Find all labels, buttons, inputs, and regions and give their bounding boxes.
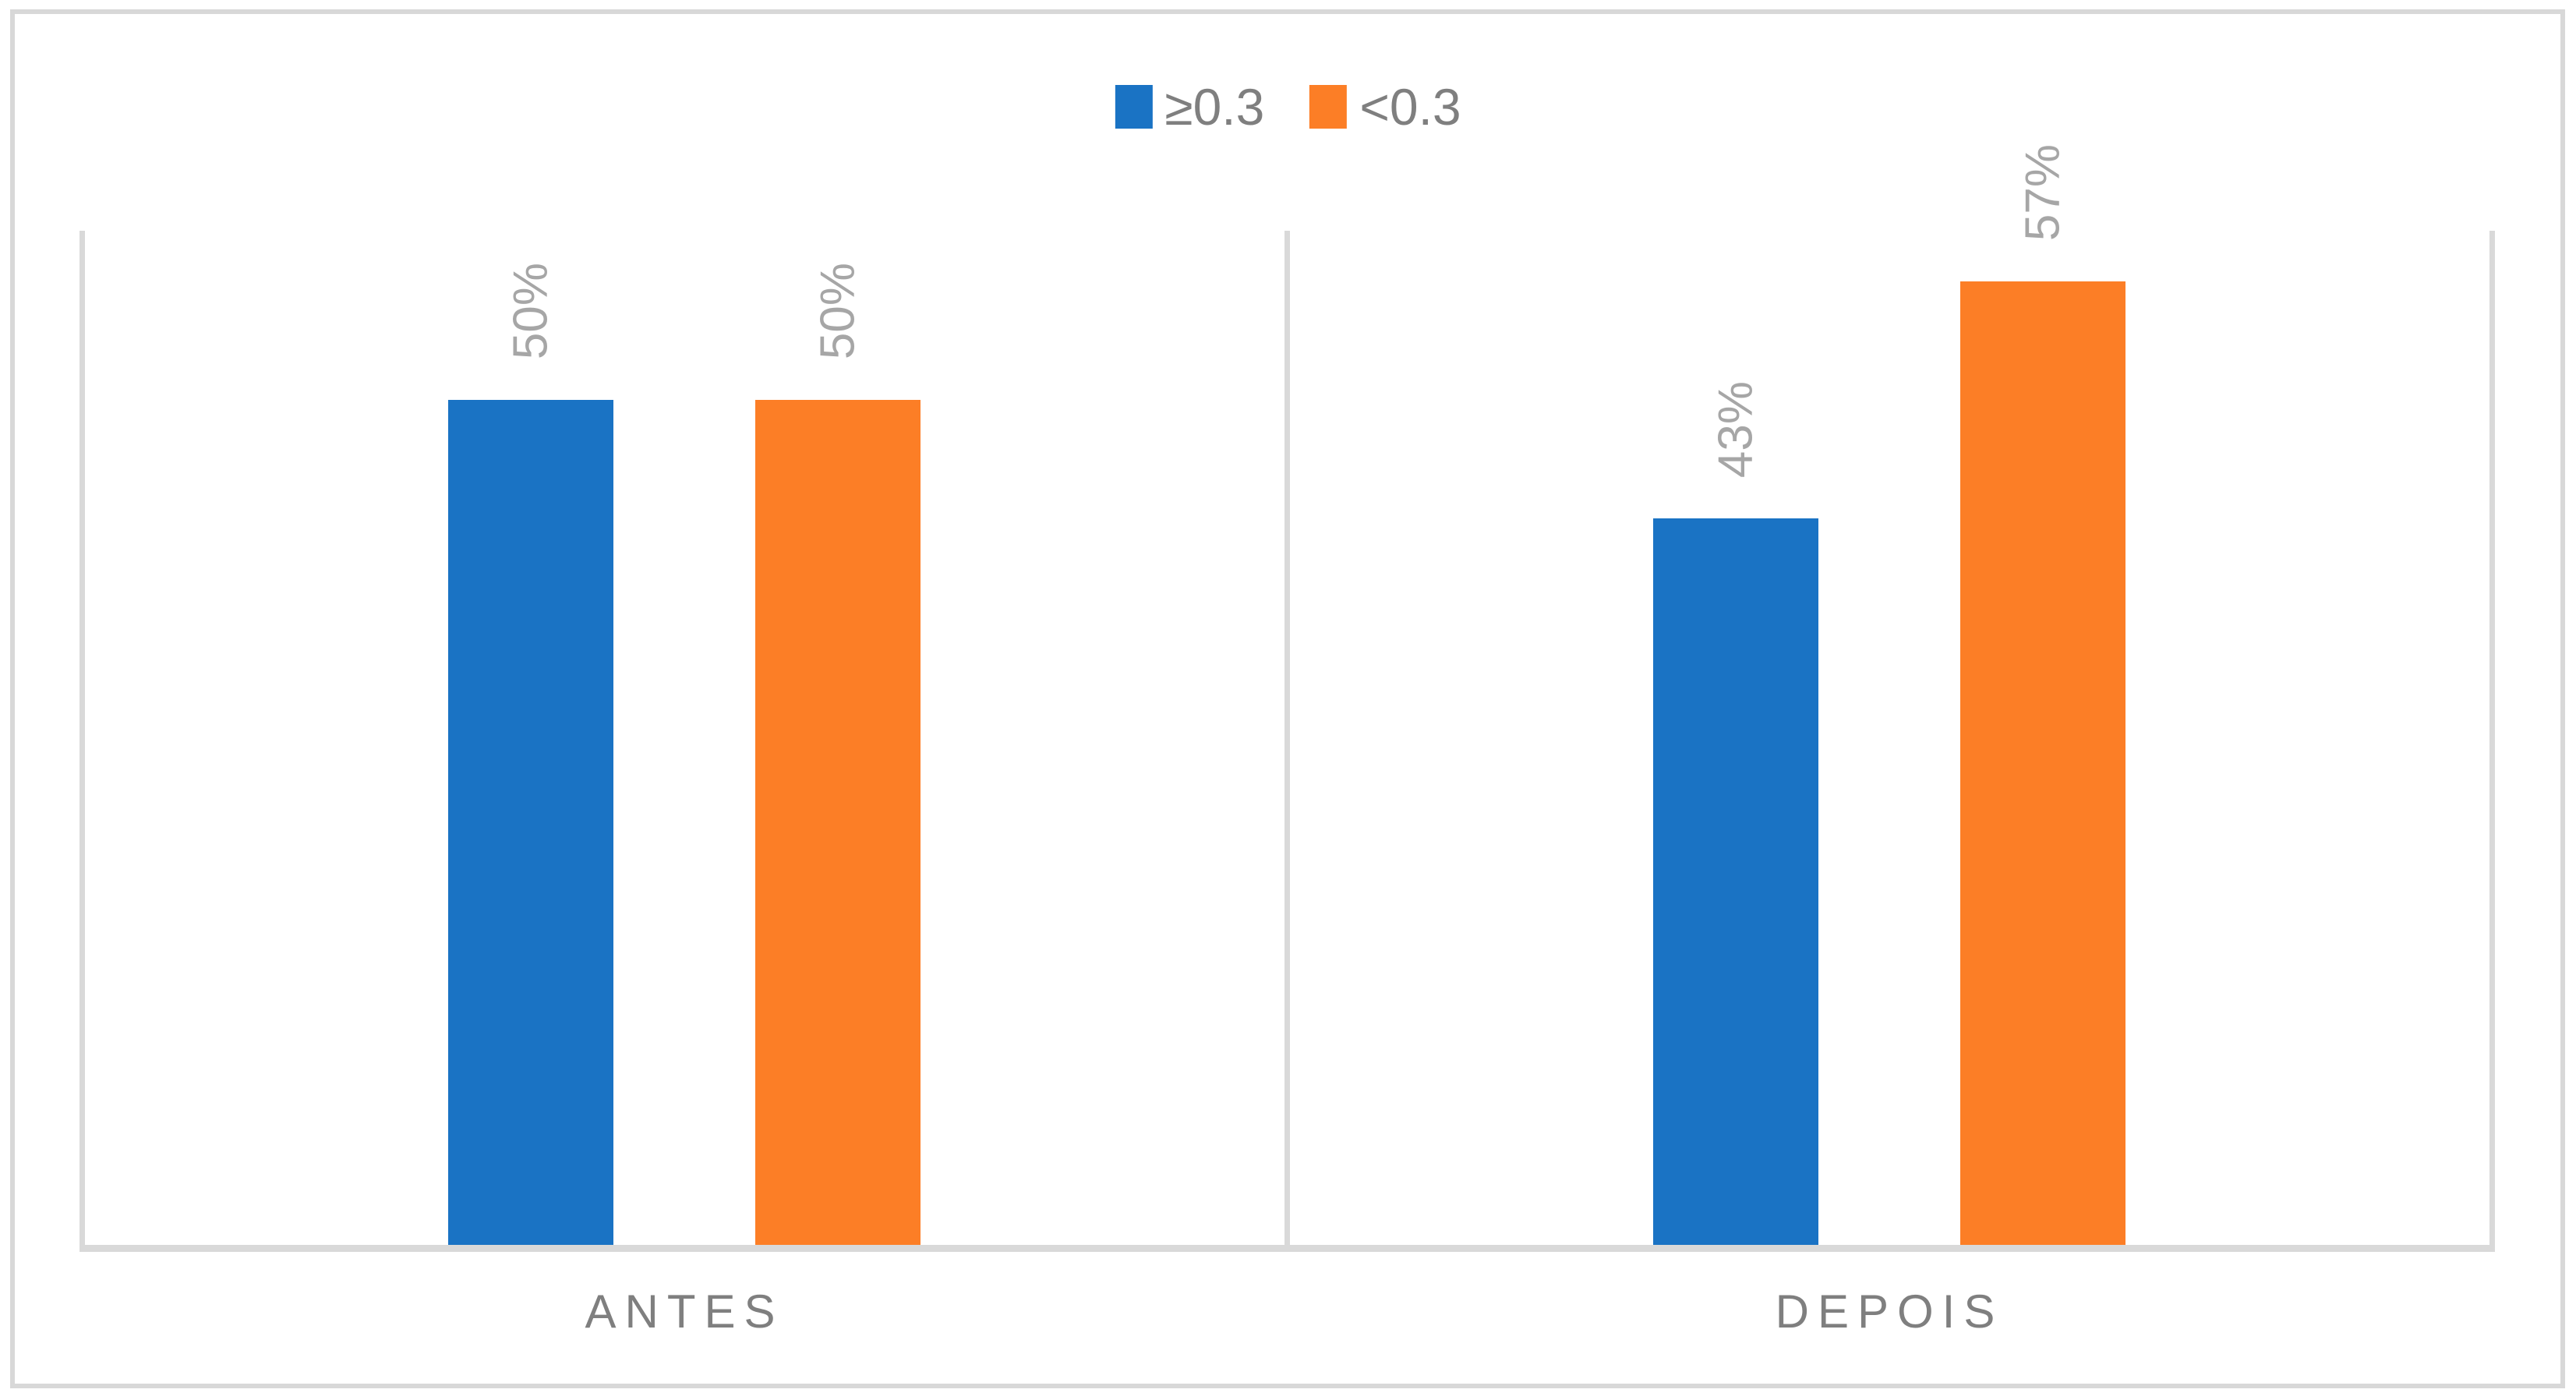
data-label-antes-ge-03: 50%: [504, 262, 558, 359]
legend-label-ge-03: ≥0.3: [1164, 78, 1265, 136]
category-divider-line: [1284, 231, 1290, 1252]
category-label-depois: DEPOIS: [1775, 1285, 2004, 1338]
axis-right-line: [2489, 231, 2495, 1252]
category-label-antes: ANTES: [585, 1285, 784, 1338]
bar-antes-ge-03: [448, 399, 613, 1245]
legend: ≥0.3 <0.3: [1115, 81, 1461, 133]
legend-swatch-ge-03: [1115, 85, 1153, 129]
bar-depois-ge-03: [1653, 518, 1818, 1245]
bar-depois-lt-03: [1960, 281, 2125, 1245]
data-label-depois-lt-03: 57%: [2016, 143, 2070, 242]
legend-item-lt-03: <0.3: [1309, 81, 1461, 133]
legend-swatch-lt-03: [1309, 85, 1348, 129]
x-axis-line: [82, 1245, 2492, 1252]
data-label-depois-ge-03: 43%: [1708, 380, 1763, 478]
legend-item-ge-03: ≥0.3: [1115, 81, 1264, 133]
legend-label-lt-03: <0.3: [1359, 78, 1461, 136]
data-label-antes-lt-03: 50%: [811, 262, 865, 359]
bar-antes-lt-03: [755, 399, 921, 1245]
chart-outer-frame: [10, 9, 2565, 1388]
axis-left-line: [80, 231, 85, 1252]
